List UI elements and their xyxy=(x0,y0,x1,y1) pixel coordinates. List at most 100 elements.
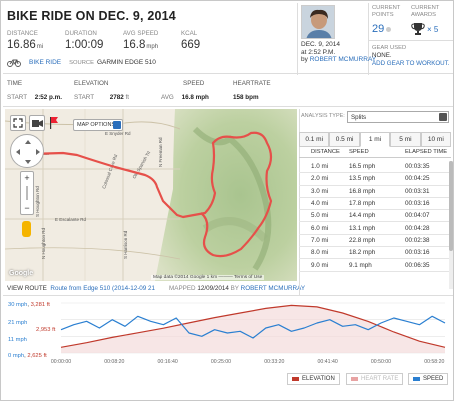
current-points: CURRENT POINTS 29 xyxy=(372,5,410,35)
analysis-type-value: Splits xyxy=(351,114,367,121)
table-cell: 18.2 mph xyxy=(349,249,376,257)
table-row[interactable]: 2.0 mi 13.5 mph 00:04:25 xyxy=(299,173,451,186)
stat-distance: DISTANCE 16.86mi xyxy=(7,30,65,51)
x-tick-label: 00:58:20 xyxy=(424,359,444,365)
video-button[interactable] xyxy=(29,115,45,131)
stat-label: DURATION xyxy=(65,30,97,37)
x-tick-label: 00:08:20 xyxy=(104,359,124,365)
tab-1-mi[interactable]: 1 mi xyxy=(359,132,391,147)
street-view-icon[interactable] xyxy=(22,221,31,237)
table-row[interactable]: 4.0 mi 17.8 mph 00:03:16 xyxy=(299,198,451,211)
analysis-type-select[interactable]: Splits xyxy=(347,111,449,123)
tab-0-5-mi[interactable]: 0.5 mi xyxy=(329,132,360,147)
heartrate-block: HEARTRATE 158 bpm xyxy=(233,80,271,101)
chart-canvas: 00:00:00 00:08:20 00:16:40 00:25:00 00:33:20… xyxy=(51,302,446,365)
table-cell: 17.8 mph xyxy=(349,200,376,208)
map-options-label: MAP OPTIONS xyxy=(77,122,116,128)
table-cell: 00:03:35 xyxy=(405,163,430,171)
marker-button[interactable] xyxy=(47,115,61,131)
table-cell: 14.4 mph xyxy=(349,212,376,220)
activity-title: BIKE RIDE ON DEC. 9, 2014 xyxy=(7,9,176,23)
heartrate-label: HEARTRATE xyxy=(233,80,271,87)
flag-icon xyxy=(50,117,58,129)
owner-link[interactable]: ROBERT MCMURRAY xyxy=(309,56,377,63)
divider xyxy=(369,40,453,41)
elevation-label: ELEVATION xyxy=(74,80,109,87)
divider xyxy=(299,109,300,295)
splits-scrollbar[interactable] xyxy=(449,161,453,289)
stat-value: 1:00:09 xyxy=(65,39,104,51)
elevation-speed-chart[interactable]: 00:00:00 00:08:20 00:16:40 00:25:00 00:33:20… xyxy=(5,297,453,367)
road-label: N Houghton Rd xyxy=(41,227,46,259)
table-row[interactable]: 6.0 mi 13.1 mph 00:04:28 xyxy=(299,222,451,235)
table-row[interactable]: 8.0 mi 18.2 mph 00:03:16 xyxy=(299,247,451,260)
map-attribution: Map data ©2014 Google 1 km ——— Terms of … xyxy=(151,275,265,280)
zoom-out-icon[interactable]: − xyxy=(24,203,30,213)
table-cell: 13.1 mph xyxy=(349,224,376,232)
divider xyxy=(3,295,453,296)
zoom-track xyxy=(26,186,28,200)
elevation-area xyxy=(61,305,445,353)
legend-swatch xyxy=(292,377,299,381)
speed-tick-label: 11 mph xyxy=(8,337,27,343)
elevation-start-label: START xyxy=(74,94,94,101)
legend-elevation[interactable]: ELEVATION xyxy=(287,373,340,385)
tab-5-mi[interactable]: 5 mi xyxy=(390,132,421,147)
source-value: GARMIN EDGE 510 xyxy=(96,59,156,66)
pan-arrows-icon xyxy=(16,140,40,164)
zoom-in-icon[interactable]: + xyxy=(24,173,30,183)
info-icon[interactable] xyxy=(386,26,392,32)
tab-10-mi[interactable]: 10 mi xyxy=(420,132,452,147)
avatar[interactable] xyxy=(301,5,335,39)
route-link[interactable]: Route from Edge 510 (2014-12-09 21 xyxy=(50,285,156,292)
x-tick-label: 00:00:00 xyxy=(51,359,71,365)
map-options-button[interactable]: MAP OPTIONS xyxy=(73,119,123,131)
pan-control[interactable] xyxy=(10,134,44,168)
x-tick-label: 00:25:00 xyxy=(211,359,231,365)
divider xyxy=(3,106,453,107)
route-line xyxy=(28,131,273,258)
activity-type-link[interactable]: BIKE RIDE xyxy=(29,59,62,66)
table-cell: 7.0 mi xyxy=(311,236,329,244)
legend-swatch xyxy=(413,377,420,381)
table-cell: 4.0 mi xyxy=(311,200,329,208)
trophy-icon xyxy=(411,23,425,35)
table-row[interactable]: 5.0 mi 14.4 mph 00:04:07 xyxy=(299,210,451,223)
zoom-slider[interactable]: + − xyxy=(20,171,34,215)
add-gear-link[interactable]: ADD GEAR TO WORKOUT. xyxy=(372,60,450,67)
table-cell: 22.8 mph xyxy=(349,236,376,244)
source-label: SOURCE xyxy=(69,59,94,66)
table-cell: 9.0 mi xyxy=(311,261,329,269)
route-map[interactable]: E Zimmerman E Snyder Rd E Escalante Rd N… xyxy=(5,109,297,281)
activity-time: at 2:52 P.M. xyxy=(301,48,336,56)
tab-0-1-mi[interactable]: 0.1 mi xyxy=(299,132,330,147)
stat-duration: DURATION 1:00:09 xyxy=(65,30,123,51)
video-icon xyxy=(31,119,43,127)
table-row[interactable]: 7.0 mi 22.8 mph 00:02:38 xyxy=(299,235,451,248)
road-label: S Harrison Rd xyxy=(123,230,128,259)
split-interval-tabs: 0.1 mi 0.5 mi 1 mi 5 mi 10 mi xyxy=(299,132,452,147)
fullscreen-button[interactable] xyxy=(10,115,26,131)
table-row[interactable]: 3.0 mi 16.8 mph 00:03:31 xyxy=(299,186,451,198)
table-row[interactable]: 9.0 mi 9.1 mph 00:06:35 xyxy=(299,259,451,272)
x-tick-label: 00:50:00 xyxy=(371,359,391,365)
table-row[interactable]: 1.0 mi 16.5 mph 00:03:35 xyxy=(299,161,451,174)
chevron-down-icon xyxy=(113,121,121,129)
splits-panel: ANALYSIS TYPE: Splits 0.1 mi 0.5 mi 1 mi… xyxy=(299,109,453,295)
speed-tick-label: 21 mph xyxy=(8,320,28,326)
analysis-type-label: ANALYSIS TYPE: xyxy=(301,113,345,119)
start-value: 2:52 p.m. xyxy=(34,94,62,101)
stat-unit: mi xyxy=(36,44,44,50)
scrollbar-thumb[interactable] xyxy=(449,161,453,251)
splits-table-header: DISTANCE SPEED ELAPSED TIME xyxy=(299,149,451,158)
legend-speed[interactable]: SPEED xyxy=(408,373,449,385)
mapped-user-link[interactable]: ROBERT MCMURRAY xyxy=(240,285,306,292)
legend-heart-rate[interactable]: HEART RATE xyxy=(346,373,404,385)
legend-label: ELEVATION xyxy=(302,376,335,382)
table-cell: 00:03:31 xyxy=(405,187,430,195)
expand-icon xyxy=(13,118,23,128)
table-cell: 9.1 mph xyxy=(349,261,372,269)
activity-meta: BIKE RIDE SOURCE GARMIN EDGE 510 xyxy=(7,58,156,67)
stat-unit: mph xyxy=(146,44,159,50)
